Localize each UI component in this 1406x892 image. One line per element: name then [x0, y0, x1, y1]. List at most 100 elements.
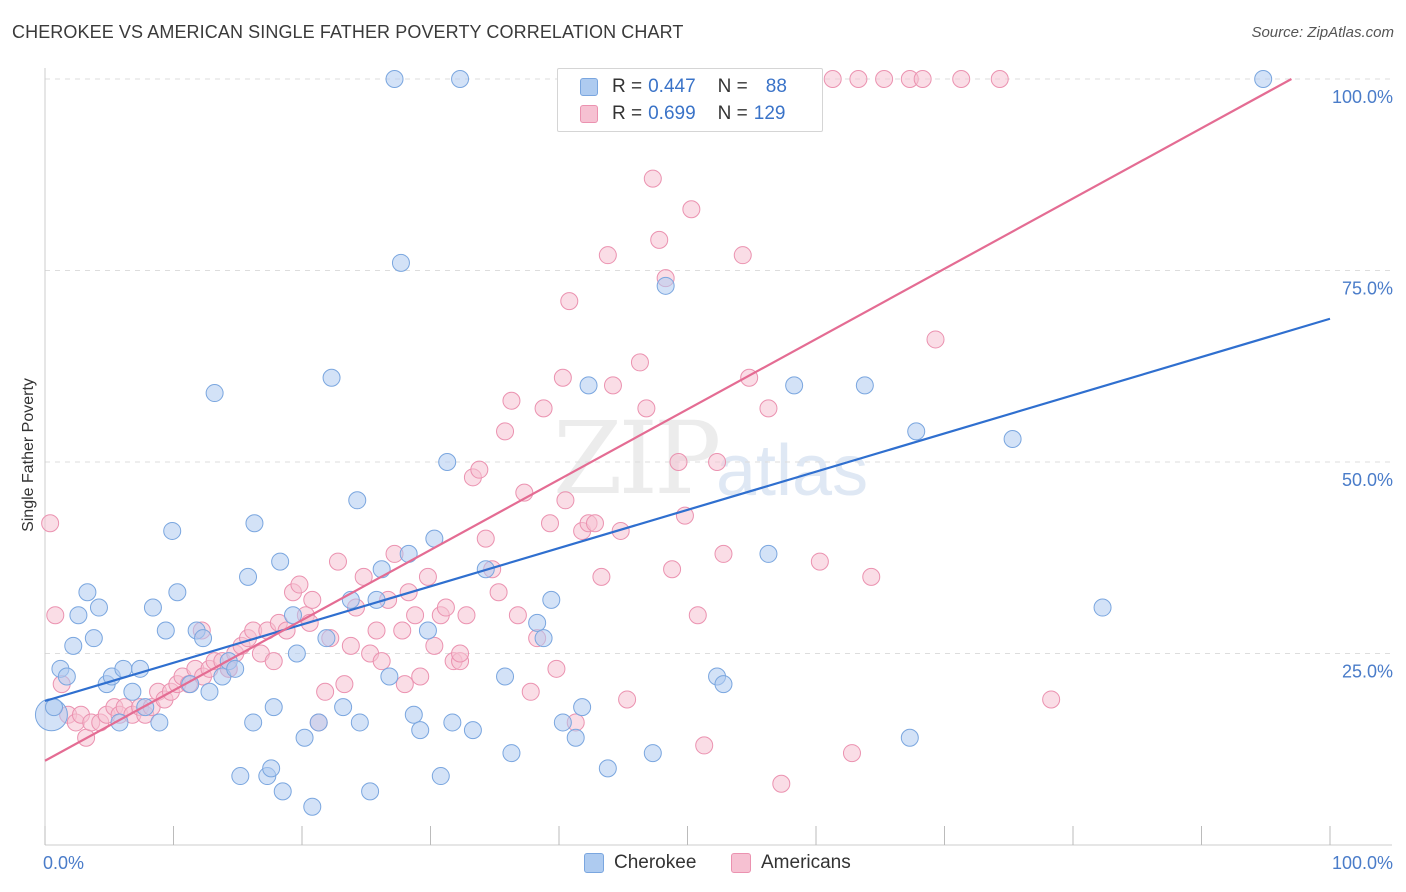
american-point	[521, 682, 540, 701]
cherokee-point	[150, 713, 169, 732]
cherokee-point	[264, 698, 283, 717]
american-point	[603, 376, 622, 395]
cherokee-point	[168, 583, 187, 602]
cherokee-point	[643, 744, 662, 763]
american-point	[372, 652, 391, 671]
cherokee-point	[303, 797, 322, 816]
american-point	[1042, 690, 1061, 709]
cherokee-point	[245, 514, 264, 533]
american-point	[457, 606, 476, 625]
american-point	[688, 606, 707, 625]
cherokee-point	[399, 544, 418, 563]
american-point	[952, 70, 971, 88]
cherokee-point	[855, 376, 874, 395]
american-point	[264, 652, 283, 671]
cherokee-point	[385, 70, 404, 88]
americans-trend-line	[44, 78, 1292, 762]
cherokee-point	[598, 759, 617, 778]
american-point	[451, 644, 470, 663]
american-point	[643, 169, 662, 188]
cherokee-trend-line	[44, 317, 1331, 703]
cherokee-points	[34, 70, 1273, 816]
cherokee-point	[496, 667, 515, 686]
grid-lines	[45, 78, 1392, 654]
american-point	[714, 544, 733, 563]
american-point	[316, 682, 335, 701]
legend-item-americans[interactable]: Americans	[731, 852, 851, 874]
cherokee-point	[438, 453, 457, 471]
cherokee-point	[89, 598, 108, 617]
cherokee-point	[759, 544, 778, 563]
cherokee-point	[78, 583, 97, 602]
cherokee-point	[573, 698, 592, 717]
y-tick-label: 50.0%	[1342, 470, 1393, 490]
cherokee-point	[163, 521, 182, 540]
american-point	[926, 330, 945, 349]
american-point	[759, 399, 778, 418]
american-point	[650, 230, 669, 249]
american-point	[611, 521, 630, 540]
legend-row-cherokee: R = 0.447 N = 88	[580, 74, 787, 100]
cherokee-point	[411, 721, 430, 740]
cherokee-point	[656, 276, 675, 295]
cherokee-point	[443, 713, 462, 732]
american-point	[436, 598, 455, 617]
american-point	[303, 590, 322, 609]
series-legend: Cherokee Americans	[0, 852, 1406, 876]
american-point	[41, 514, 60, 533]
legend-r-label: R =	[612, 103, 643, 124]
cherokee-point	[69, 606, 88, 625]
correlation-legend: R = 0.447 N = 88 R = 0.699 N = 129	[557, 68, 823, 132]
cherokee-point	[907, 422, 926, 441]
cherokee-point	[785, 376, 804, 395]
watermark-atlas: atlas	[716, 431, 869, 511]
legend-item-cherokee[interactable]: Cherokee	[584, 852, 696, 874]
american-point	[810, 552, 829, 571]
legend-label-americans: Americans	[761, 852, 851, 873]
american-point	[630, 353, 649, 372]
y-tick-label: 75.0%	[1342, 279, 1393, 299]
cherokee-point	[262, 759, 281, 778]
cherokee-point	[284, 606, 303, 625]
legend-label-cherokee: Cherokee	[614, 852, 697, 873]
cherokee-point	[418, 621, 437, 640]
cherokee-point	[322, 368, 341, 387]
cherokee-point	[143, 598, 162, 617]
cherokee-point	[334, 698, 353, 717]
cherokee-point	[542, 590, 561, 609]
cherokee-point	[431, 767, 450, 786]
american-point	[470, 460, 489, 479]
american-point	[496, 422, 515, 441]
american-point	[695, 736, 714, 755]
americans-swatch	[580, 105, 598, 123]
tick-labels: 100.0% 75.0% 50.0% 25.0% 0.0% 100.0%	[43, 87, 1393, 873]
y-tick-label: 100.0%	[1332, 87, 1393, 107]
american-point	[772, 774, 791, 793]
cherokee-point	[226, 659, 245, 678]
cherokee-point	[57, 667, 76, 686]
american-point	[682, 200, 701, 219]
x-tick-label: 0.0%	[43, 853, 84, 873]
american-point	[618, 690, 637, 709]
americans-swatch	[731, 853, 751, 873]
american-point	[489, 583, 508, 602]
cherokee-point	[502, 744, 521, 763]
american-point	[395, 675, 414, 694]
american-point	[669, 453, 688, 471]
y-tick-label: 25.0%	[1342, 662, 1393, 682]
american-point	[708, 453, 727, 471]
american-point	[541, 514, 560, 533]
cherokee-point	[271, 552, 290, 571]
cherokee-point	[714, 675, 733, 694]
cherokee-point	[553, 713, 572, 732]
cherokee-point	[1254, 70, 1273, 88]
legend-row-americans: R = 0.699 N = 129	[580, 101, 785, 127]
cherokee-point	[287, 644, 306, 663]
legend-n-value: 88	[765, 76, 787, 97]
american-point	[418, 567, 437, 586]
american-point	[990, 70, 1009, 88]
cherokee-point	[1093, 598, 1112, 617]
cherokee-point	[391, 253, 410, 272]
american-point	[875, 70, 894, 88]
cherokee-swatch	[580, 78, 598, 96]
